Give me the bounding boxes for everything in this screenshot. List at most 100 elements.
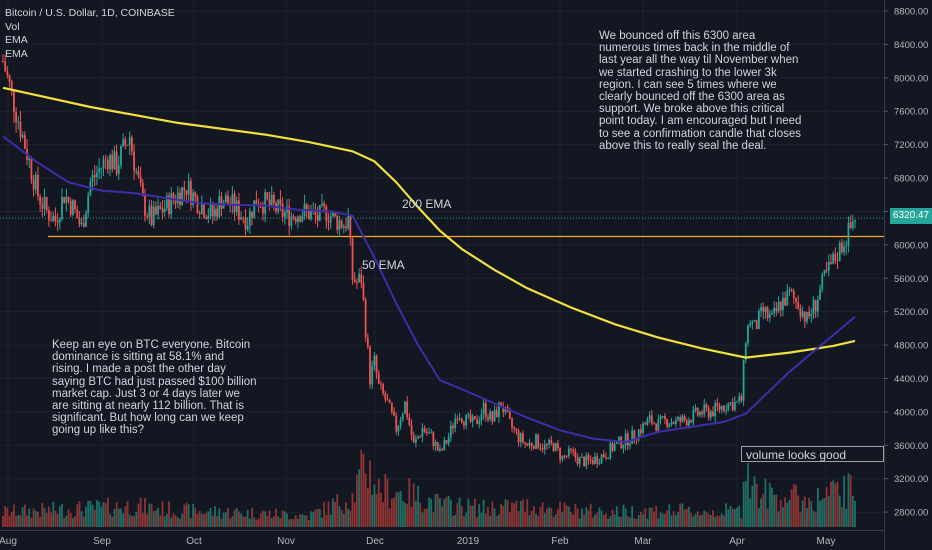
candle <box>26 139 28 165</box>
candle <box>613 440 616 452</box>
volume-bar <box>522 499 524 527</box>
grid <box>0 0 884 530</box>
price-tick-label: 3600.00 <box>894 441 928 452</box>
candle <box>552 442 555 453</box>
volume-bar <box>419 502 422 527</box>
price-axis: 2800.00 3200.00 3600.00 4000.00 4400.00 4800.… <box>884 0 932 550</box>
volume-bar <box>744 481 747 527</box>
candle <box>373 352 376 372</box>
candle <box>342 223 345 234</box>
candle <box>397 425 400 437</box>
volume-bar <box>141 512 144 527</box>
volume-bar <box>493 508 496 527</box>
volume-bar <box>26 515 28 527</box>
candle <box>707 405 710 421</box>
volume-bar <box>52 501 55 527</box>
volume-bar <box>554 514 557 527</box>
candle <box>242 216 245 224</box>
price-tick-label: 4000.00 <box>894 407 928 418</box>
volume-bar <box>170 517 173 527</box>
volume-bar <box>552 516 555 527</box>
volume-bar <box>39 516 42 527</box>
volume-bar <box>412 483 415 527</box>
volume-bar <box>63 517 66 527</box>
volume-bar <box>163 516 166 527</box>
candle <box>650 409 653 426</box>
volume-bar <box>511 502 513 527</box>
volume-bar <box>229 518 232 527</box>
candle <box>85 209 87 228</box>
candle <box>340 219 343 229</box>
candle <box>395 412 398 435</box>
candle <box>111 149 114 173</box>
candle <box>174 194 177 209</box>
legend-ema[interactable]: EMA <box>5 34 28 46</box>
volume-bar <box>67 509 70 527</box>
ema-50-line[interactable] <box>2 135 856 444</box>
legend-ema-second[interactable]: EMA <box>5 47 28 60</box>
candle <box>445 440 448 445</box>
volume-bar <box>500 503 502 527</box>
candle <box>524 441 527 449</box>
candle <box>109 153 111 177</box>
legend-volume[interactable]: Vol <box>5 20 20 33</box>
candle <box>478 416 481 429</box>
volume-bar <box>135 511 138 527</box>
candle <box>443 436 446 451</box>
candle <box>244 209 247 236</box>
ema-200-line[interactable] <box>2 86 856 359</box>
volume-bar <box>82 516 85 527</box>
candle <box>690 419 693 424</box>
volume-bar <box>640 511 642 527</box>
volume-bar <box>799 511 802 527</box>
candle <box>117 155 120 181</box>
ema-50-annotation: 50 EMA <box>362 258 405 272</box>
candle <box>825 262 828 273</box>
volume-bar <box>535 513 537 527</box>
volume-bar <box>364 473 367 527</box>
candle <box>473 416 476 420</box>
volume-bar <box>725 503 728 527</box>
price-tick-label: 6000.00 <box>894 240 928 251</box>
volume-bar <box>58 506 61 527</box>
volume-bar <box>712 510 714 527</box>
candle <box>751 319 754 330</box>
volume-bar <box>72 518 74 527</box>
candle <box>484 398 487 422</box>
volume-bar <box>559 501 561 527</box>
volume-bar <box>303 515 306 527</box>
volume-bar <box>65 515 68 527</box>
candle <box>777 296 780 314</box>
candle <box>345 217 347 232</box>
volume-bar <box>30 517 33 527</box>
volume-bar <box>694 513 697 527</box>
volume-bars <box>2 449 856 527</box>
volume-bar <box>189 517 192 527</box>
volume-bar <box>111 516 114 527</box>
volume-bar <box>484 513 487 527</box>
volume-bar <box>292 518 295 527</box>
candle <box>513 426 516 434</box>
candle <box>467 412 470 419</box>
symbol-title[interactable]: Bitcoin / U.S. Dollar, 1D, COINBASE <box>5 7 175 19</box>
candle <box>63 196 66 204</box>
volume-bar <box>371 494 374 527</box>
volume-bar <box>729 505 732 527</box>
volume-bar <box>198 510 201 527</box>
volume-bar <box>327 501 330 527</box>
volume-bar <box>771 487 773 527</box>
candle <box>41 197 44 218</box>
candle <box>441 447 444 452</box>
volume-bar <box>78 500 81 527</box>
candle <box>749 320 752 328</box>
volume-bar <box>137 503 140 527</box>
candle <box>47 206 50 227</box>
volume-bar <box>432 511 435 527</box>
candle <box>782 291 784 317</box>
volume-bar <box>323 501 326 527</box>
volume-bar <box>211 515 214 527</box>
volume-bar <box>6 507 9 527</box>
volume-bar <box>605 513 607 527</box>
candle <box>183 180 186 200</box>
